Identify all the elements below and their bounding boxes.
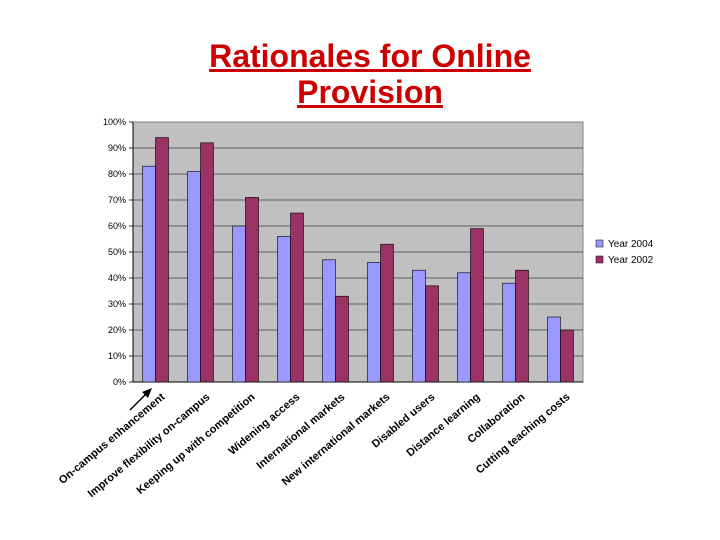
legend-label: Year 2004	[608, 239, 654, 250]
y-tick-label: 60%	[108, 221, 126, 231]
y-tick-label: 0%	[113, 377, 126, 387]
legend-swatch	[595, 255, 604, 264]
legend	[592, 236, 696, 270]
legend-swatch	[595, 239, 604, 248]
bar	[412, 269, 426, 383]
bar	[290, 212, 304, 383]
bar	[187, 171, 201, 383]
bar	[335, 295, 349, 383]
slide-title-line-1: Rationales for Online	[209, 38, 531, 74]
y-tick-label: 40%	[108, 273, 126, 283]
bar	[200, 142, 214, 383]
bar	[277, 236, 291, 383]
y-tick-label: 10%	[108, 351, 126, 361]
bar	[232, 225, 246, 383]
bar	[470, 228, 484, 383]
y-tick-label: 20%	[108, 325, 126, 335]
x-category-label: Cutting teaching costs	[474, 391, 573, 476]
slide-title-line-2: Provision	[297, 74, 443, 110]
bar	[155, 137, 169, 383]
bar	[515, 269, 529, 383]
bar	[380, 243, 394, 383]
y-tick-label: 90%	[108, 143, 126, 153]
bar	[457, 272, 471, 383]
bar	[322, 259, 336, 383]
y-tick-label: 50%	[108, 247, 126, 257]
legend-label: Year 2002	[608, 255, 654, 266]
y-tick-label: 100%	[103, 117, 126, 127]
y-tick-label: 80%	[108, 169, 126, 179]
x-category-label: International markets	[254, 391, 347, 472]
y-tick-label: 70%	[108, 195, 126, 205]
y-tick-label: 30%	[108, 299, 126, 309]
bar	[142, 165, 156, 383]
bar	[502, 282, 516, 383]
arrow-annotation	[129, 388, 152, 411]
bar	[367, 262, 381, 383]
bar	[547, 316, 561, 383]
bar	[425, 285, 439, 383]
bar	[245, 197, 259, 383]
bar	[560, 329, 574, 383]
arrow-head	[142, 388, 152, 398]
slide-title: Rationales for Online Provision	[160, 38, 580, 110]
